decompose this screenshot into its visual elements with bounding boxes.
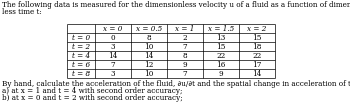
Text: 14: 14 [144,51,154,60]
Text: 15: 15 [252,34,262,41]
Text: 7: 7 [111,61,115,69]
Text: x = 1: x = 1 [175,25,195,32]
Text: 0: 0 [111,34,115,41]
Text: 9: 9 [183,61,187,69]
Text: 8: 8 [147,34,151,41]
Text: 14: 14 [108,51,118,60]
Text: 16: 16 [216,61,226,69]
Text: 7: 7 [183,70,187,78]
Text: t = 2: t = 2 [72,42,90,50]
Text: 14: 14 [252,70,262,78]
Text: 12: 12 [144,61,154,69]
Text: b) at x = 0 and t = 2 with second order accuracy;: b) at x = 0 and t = 2 with second order … [2,94,183,102]
Text: 22: 22 [216,51,226,60]
Text: The following data is measured for the dimensionless velocity u of a fluid as a : The following data is measured for the d… [2,1,350,9]
Text: x = 0: x = 0 [103,25,123,32]
Text: 15: 15 [216,42,226,50]
Text: 18: 18 [252,42,262,50]
Text: 10: 10 [144,70,154,78]
Text: t = 6: t = 6 [72,61,90,69]
Text: 10: 10 [144,42,154,50]
Text: 7: 7 [183,42,187,50]
Text: 8: 8 [183,51,187,60]
Text: By hand, calculate the acceleration of the fluid, ∂u/∂t and the spatial change i: By hand, calculate the acceleration of t… [2,80,350,88]
Text: 17: 17 [252,61,262,69]
Text: t = 8: t = 8 [72,70,90,78]
Text: a) at x = 1 and t = 4 with second order accuracy;: a) at x = 1 and t = 4 with second order … [2,87,182,95]
Text: t = 0: t = 0 [72,34,90,41]
Text: 3: 3 [111,70,115,78]
Text: 22: 22 [252,51,262,60]
Text: 9: 9 [219,70,223,78]
Text: x = 1.5: x = 1.5 [208,25,234,32]
Text: x = 0.5: x = 0.5 [136,25,162,32]
Text: less time t:: less time t: [2,8,42,16]
Text: t = 4: t = 4 [72,51,90,60]
Text: 13: 13 [216,34,226,41]
Text: x = 2: x = 2 [247,25,267,32]
Text: 3: 3 [111,42,115,50]
Text: 2: 2 [183,34,187,41]
